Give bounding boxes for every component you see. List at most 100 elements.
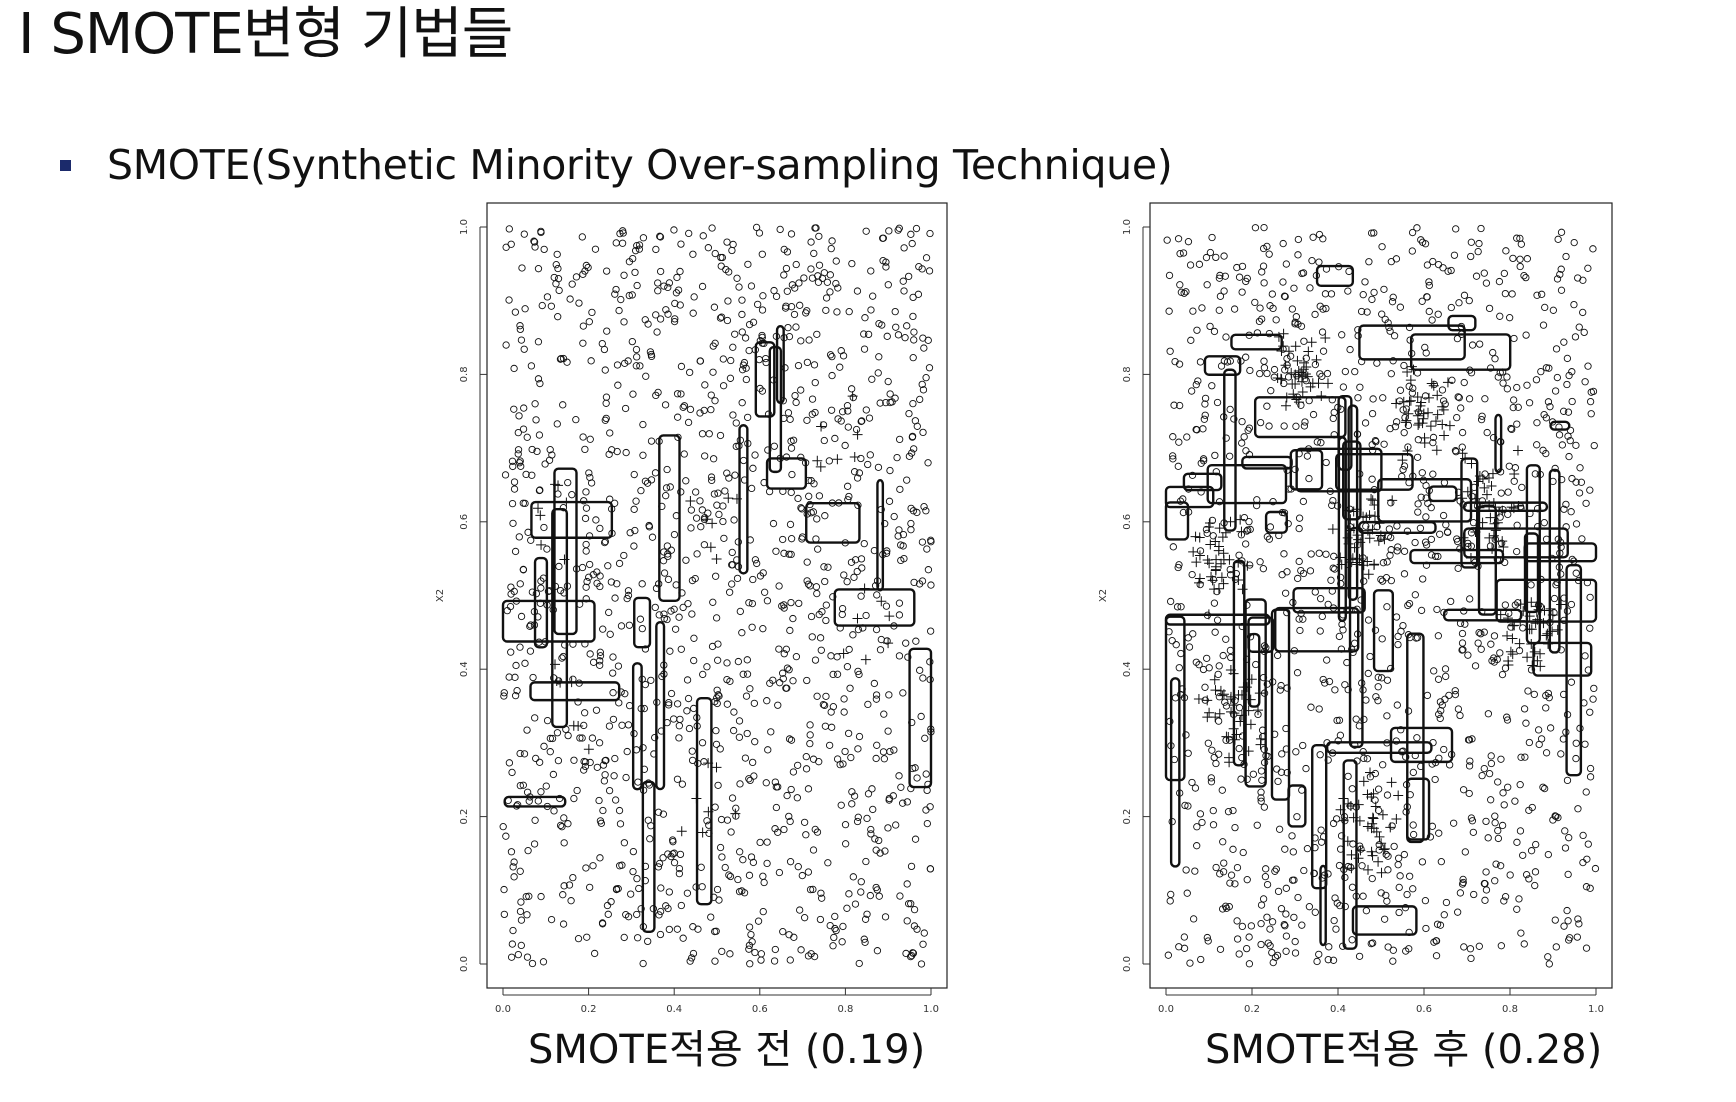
minority-point (1349, 542, 1360, 553)
majority-point (716, 431, 725, 440)
majority-point (1204, 739, 1212, 747)
majority-point (717, 253, 725, 262)
majority-point (1300, 337, 1308, 345)
majority-point (674, 413, 682, 421)
majority-point (896, 892, 904, 900)
majority-point (656, 315, 665, 323)
majority-point (1186, 959, 1194, 967)
minority-point (1405, 395, 1416, 406)
minority-point (1209, 674, 1220, 685)
majority-point (721, 863, 729, 872)
majority-point (836, 363, 844, 371)
majority-point (614, 381, 622, 389)
majority-point (1477, 224, 1485, 233)
minority-point (1363, 569, 1374, 580)
majority-point (596, 652, 605, 660)
majority-point (815, 261, 824, 269)
majority-point (782, 264, 791, 273)
majority-point (615, 306, 623, 315)
majority-point (1442, 672, 1450, 681)
majority-point (1171, 694, 1180, 702)
majority-point (1567, 508, 1575, 516)
majority-point (1203, 529, 1211, 538)
majority-point (911, 764, 919, 772)
majority-point (553, 250, 561, 259)
minority-point (703, 758, 714, 769)
majority-point (616, 229, 624, 238)
majority-point (1257, 901, 1266, 909)
minority-point (1462, 486, 1473, 497)
majority-point (1327, 576, 1335, 584)
majority-point (1517, 929, 1525, 937)
x-tick-label: 0.2 (581, 1004, 597, 1015)
majority-point (673, 390, 682, 398)
majority-point (1447, 303, 1455, 312)
majority-point (753, 559, 761, 568)
minority-point (1306, 337, 1317, 348)
majority-point (501, 471, 510, 479)
majority-point (559, 920, 568, 928)
majority-point (1482, 886, 1491, 894)
majority-point (1221, 698, 1229, 706)
majority-point (1260, 357, 1268, 365)
majority-point (1478, 412, 1486, 420)
majority-point (857, 878, 865, 886)
majority-point (671, 299, 679, 308)
minority-point (1292, 355, 1303, 366)
majority-point (716, 745, 724, 753)
majority-point (500, 910, 508, 919)
majority-point (763, 697, 771, 705)
majority-point (786, 956, 794, 964)
majority-point (1212, 863, 1220, 872)
majority-point (623, 747, 631, 756)
majority-point (849, 393, 857, 402)
minority-point (1303, 346, 1314, 357)
majority-point (762, 779, 770, 787)
minority-point (1353, 534, 1364, 545)
majority-point (787, 230, 796, 238)
y-tick-label: 0.4 (1122, 661, 1133, 677)
majority-point (819, 700, 828, 709)
majority-point (900, 244, 908, 252)
majority-point (1270, 365, 1279, 374)
majority-point (707, 473, 716, 481)
minority-point (1233, 690, 1244, 701)
majority-point (1451, 446, 1460, 455)
decision-region (655, 620, 666, 791)
majority-point (1360, 715, 1368, 724)
majority-point (881, 847, 889, 855)
majority-point (677, 390, 685, 398)
majority-point (834, 284, 842, 292)
minority-point (1281, 392, 1292, 403)
majority-point (1584, 840, 1592, 848)
majority-point (509, 462, 517, 471)
majority-point (1572, 754, 1580, 763)
majority-point (1324, 600, 1332, 609)
majority-point (1403, 890, 1411, 899)
majority-point (804, 580, 813, 588)
majority-point (915, 263, 923, 271)
majority-point (1564, 870, 1572, 879)
majority-point (916, 395, 924, 404)
majority-point (654, 287, 662, 295)
majority-point (1303, 844, 1312, 853)
majority-point (599, 806, 607, 815)
majority-point (1586, 764, 1595, 773)
majority-point (1528, 803, 1536, 812)
majority-point (1363, 308, 1371, 316)
minority-point (1530, 618, 1541, 629)
majority-point (1274, 777, 1282, 786)
decision-region (1270, 608, 1291, 801)
majority-point (1540, 519, 1548, 527)
y-tick-label: 0.2 (1122, 809, 1133, 825)
majority-point (795, 599, 803, 608)
majority-point (926, 627, 935, 635)
majority-point (1394, 632, 1402, 641)
majority-point (1174, 235, 1183, 243)
majority-point (1218, 786, 1226, 794)
majority-point (644, 937, 652, 946)
majority-point (850, 468, 859, 476)
majority-point (783, 664, 792, 672)
majority-point (717, 313, 726, 321)
minority-point (1214, 523, 1225, 534)
